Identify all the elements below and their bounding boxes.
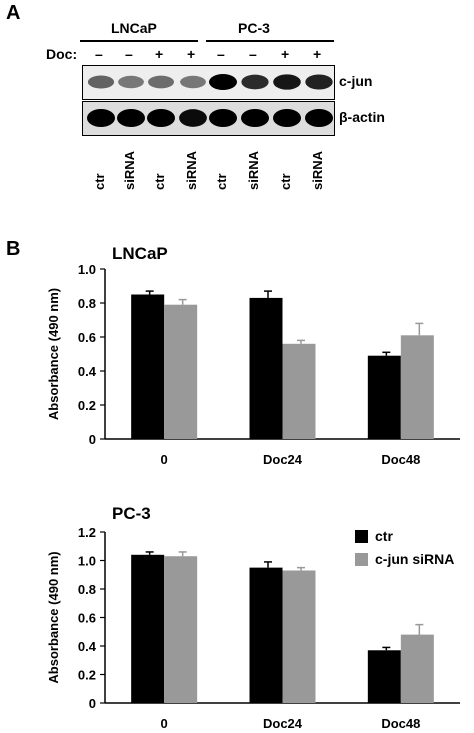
band-actin [241, 109, 269, 127]
y-tick-label: 1.0 [78, 262, 96, 277]
pc3-divider-line [206, 40, 334, 42]
x-tick-label: Doc24 [263, 452, 303, 467]
y-tick-label: 0.8 [78, 582, 96, 597]
y-tick-label: 0.6 [78, 611, 96, 626]
y-tick-label: 0.2 [78, 398, 96, 413]
bar-sirna [282, 343, 316, 439]
bar-sirna [400, 335, 434, 439]
x-tick-label: Doc48 [381, 716, 420, 731]
lane-label: ctr [92, 173, 107, 190]
band-label-cjun: c-jun [339, 73, 373, 89]
bar-ctr [131, 294, 165, 439]
lane-label: siRNA [246, 150, 261, 190]
legend-swatch [355, 530, 368, 543]
band-cjun [305, 74, 333, 90]
cjun-blot [82, 65, 335, 100]
doc-mark: – [249, 46, 257, 62]
band-actin [305, 109, 333, 127]
band-actin [87, 109, 115, 127]
band-label-actin: β-actin [339, 109, 385, 125]
doc-mark: – [125, 46, 133, 62]
x-tick-label: 0 [161, 452, 168, 467]
band-actin [209, 109, 237, 127]
panel-a-letter: A [6, 2, 21, 24]
y-tick-label: 0.8 [78, 296, 96, 311]
x-tick-label: 0 [161, 716, 168, 731]
band-cjun [118, 75, 144, 89]
bar-ctr [131, 554, 165, 703]
bar-sirna [282, 570, 316, 703]
actin-blot [82, 101, 335, 136]
bar-sirna [400, 634, 434, 703]
y-tick-label: 0.4 [78, 639, 97, 654]
y-tick-label: 1.0 [78, 554, 96, 569]
chart-pc3: PC-3 0 0.2 0.4 0.6 0.8 1.0 1.2 Absorbance (490 n… [46, 504, 460, 731]
doc-label: Doc: [46, 46, 78, 62]
band-actin [273, 109, 301, 127]
panel-b-letter: B [6, 238, 21, 260]
bar-ctr [367, 355, 401, 439]
y-axis-label: Absorbance (490 nm) [46, 551, 61, 683]
bar-sirna [164, 556, 198, 703]
y-tick-label: 0 [89, 696, 96, 711]
cjun-bands [87, 74, 333, 90]
chart-title: PC-3 [112, 504, 151, 523]
legend-swatch [355, 553, 368, 566]
doc-mark: – [95, 46, 103, 62]
chart-lncap: LNCaP 0 0.2 0.4 0.6 0.8 1.0 Absorbance (490 nm)… [46, 244, 460, 467]
band-cjun [273, 74, 301, 90]
bar-sirna [164, 304, 198, 439]
band-cjun [180, 75, 206, 89]
y-tick-label: 1.2 [78, 525, 96, 540]
doc-mark: + [155, 46, 164, 62]
y-tick-label: 0.6 [78, 330, 96, 345]
lane-label: ctr [278, 173, 293, 190]
legend-label: ctr [375, 528, 393, 544]
band-actin [147, 109, 175, 127]
bar-ctr [249, 297, 283, 439]
doc-mark: – [217, 46, 225, 62]
lane-label: siRNA [310, 150, 325, 190]
doc-mark: + [187, 46, 196, 62]
band-actin [179, 109, 207, 127]
y-axis-label: Absorbance (490 nm) [46, 288, 61, 420]
doc-mark: + [313, 46, 322, 62]
lane-label: siRNA [184, 150, 199, 190]
band-cjun [241, 74, 269, 90]
lane-label: ctr [152, 173, 167, 190]
lane-label: siRNA [122, 150, 137, 190]
chart-title: LNCaP [112, 244, 168, 263]
actin-bands [87, 109, 333, 127]
legend-label: c-jun siRNA [375, 551, 454, 567]
y-tick-label: 0 [89, 432, 96, 447]
y-tick-label: 0.4 [78, 364, 97, 379]
band-cjun [87, 75, 115, 89]
cell-line-label-pc3: PC-3 [238, 20, 270, 36]
y-tick-label: 0.2 [78, 668, 96, 683]
x-tick-label: Doc48 [381, 452, 420, 467]
band-cjun [148, 75, 174, 89]
cell-line-label-lncap: LNCaP [111, 20, 157, 36]
lane-label: ctr [214, 173, 229, 190]
bar-ctr [249, 567, 283, 703]
band-cjun [209, 74, 237, 90]
band-actin [117, 109, 145, 127]
bar-ctr [367, 650, 401, 703]
x-tick-label: Doc24 [263, 716, 303, 731]
doc-mark: + [281, 46, 290, 62]
lncap-divider-line [80, 40, 198, 42]
